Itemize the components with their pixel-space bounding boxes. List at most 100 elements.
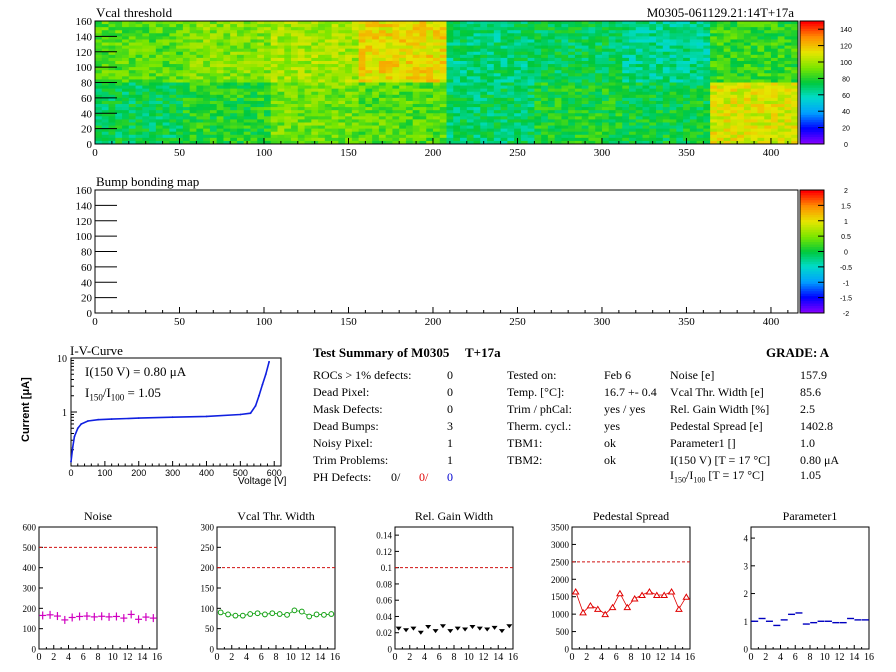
heatmap-cell <box>182 39 191 43</box>
heatmap-cell <box>95 82 103 86</box>
heatmap-cell <box>169 79 177 83</box>
heatmap-cell <box>149 54 157 59</box>
heatmap-cell <box>622 79 630 83</box>
heatmap-cell <box>162 30 170 34</box>
heatmap-cell <box>588 39 596 43</box>
heatmap-cell <box>230 97 238 102</box>
heatmap-cell <box>527 73 535 77</box>
heatmap-cell <box>176 119 184 123</box>
heatmap-cell <box>608 60 616 65</box>
heatmap-cell <box>358 107 366 111</box>
heatmap-cell <box>378 76 387 80</box>
heatmap-cell <box>737 67 745 71</box>
heatmap-cell <box>257 134 265 139</box>
heatmap-cell <box>345 45 353 50</box>
heatmap-cell <box>277 94 285 99</box>
heatmap-cell <box>331 110 339 114</box>
heatmap-cell <box>757 42 765 47</box>
heatmap-cell <box>182 140 191 145</box>
iv-point <box>137 417 140 419</box>
heatmap-cell <box>182 82 191 86</box>
heatmap-cell <box>338 128 346 133</box>
heatmap-cell <box>601 122 610 126</box>
heatmap-cell <box>95 85 103 90</box>
heatmap-cell <box>588 76 596 80</box>
defect-label: Trim Problems: <box>313 453 389 467</box>
heatmap-cell <box>615 70 623 74</box>
heatmap-cell <box>791 82 799 86</box>
heatmap-cell <box>453 104 461 108</box>
heatmap-cell <box>230 33 238 37</box>
heatmap-cell <box>541 137 549 142</box>
heatmap-cell <box>716 70 725 74</box>
heatmap-cell <box>311 57 319 62</box>
heatmap-cell <box>764 131 772 136</box>
cb2-band <box>800 253 824 257</box>
cb2-band <box>800 226 824 230</box>
heatmap-cell <box>689 36 698 40</box>
cb2-band <box>800 263 824 267</box>
heatmap-cell <box>209 116 218 120</box>
heatmap-cell <box>642 67 650 71</box>
heatmap-cell <box>487 39 495 43</box>
heatmap-cell <box>358 110 366 114</box>
heatmap-cell <box>493 54 501 59</box>
heatmap-cell <box>689 60 698 65</box>
heatmap-cell <box>230 76 238 80</box>
heatmap-cell <box>784 39 792 43</box>
heatmap-cell <box>716 116 725 120</box>
heatmap-cell <box>791 73 799 77</box>
heatmap-cell <box>209 45 218 50</box>
heatmap-cell <box>149 64 157 68</box>
heatmap-cell <box>561 51 569 56</box>
heatmap-cell <box>162 110 170 114</box>
heatmap-cell <box>541 100 549 105</box>
heatmap-cell <box>743 88 752 93</box>
defect-value: 1 <box>447 436 453 450</box>
cb1-band <box>800 67 824 71</box>
heatmap-cell <box>527 33 535 37</box>
heatmap-cell <box>669 107 677 111</box>
map2-xtick-label: 200 <box>425 316 442 328</box>
heatmap-cell <box>95 27 103 31</box>
heatmap-cell <box>453 116 461 120</box>
heatmap-cell <box>629 91 637 96</box>
heatmap-cell <box>149 88 157 93</box>
heatmap-cell <box>595 48 603 53</box>
heatmap-cell <box>142 60 150 65</box>
small-ytick-label: 500 <box>23 543 37 553</box>
small-xtick-label: 0 <box>749 652 754 663</box>
heatmap-cell <box>669 33 677 37</box>
heatmap-cell <box>358 24 366 28</box>
heatmap-cell <box>689 39 698 43</box>
heatmap-cell <box>135 88 143 93</box>
heatmap-cell <box>635 70 643 74</box>
heatmap-cell <box>324 97 332 102</box>
cb2-band <box>800 295 824 299</box>
heatmap-cell <box>203 82 211 86</box>
heatmap-cell <box>169 85 177 90</box>
heatmap-cell <box>426 134 434 139</box>
vcal-width-marker <box>269 610 276 617</box>
heatmap-cell <box>662 128 670 133</box>
heatmap-cell <box>466 104 474 108</box>
heatmap-cell <box>764 24 772 28</box>
heatmap-cell <box>209 91 218 96</box>
heatmap-cell <box>412 134 420 139</box>
heatmap-cell <box>351 54 360 59</box>
heatmap-cell <box>642 73 650 77</box>
heatmap-cell <box>791 122 799 126</box>
heatmap-cell <box>588 57 596 62</box>
heatmap-cell <box>149 24 157 28</box>
heatmap-cell <box>236 113 245 117</box>
heatmap-cell <box>115 21 123 25</box>
heatmap-cell <box>385 54 393 59</box>
heatmap-cell <box>547 70 556 74</box>
heatmap-cell <box>737 110 745 114</box>
heatmap-cell <box>216 21 224 25</box>
heatmap-cell <box>149 119 157 123</box>
heatmap-cell <box>257 97 265 102</box>
heatmap-cell <box>284 67 292 71</box>
heatmap-cell <box>520 24 529 28</box>
heatmap-cell <box>696 128 704 133</box>
